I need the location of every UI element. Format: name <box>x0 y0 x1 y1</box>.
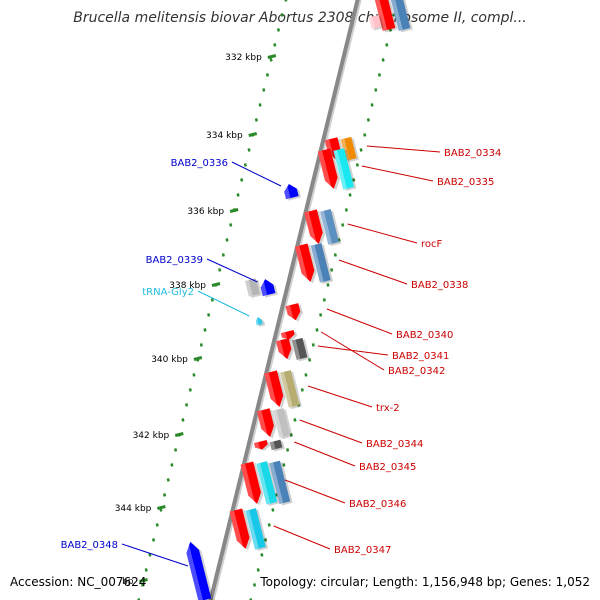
major-tick <box>157 505 166 510</box>
major-tick <box>139 578 148 583</box>
major-tick <box>211 282 221 287</box>
gene-label: BAB2_0334 <box>444 148 501 159</box>
gene-label: trx-2 <box>376 403 400 414</box>
gene-bab2-0341[interactable]: BAB2_0341 <box>276 337 449 362</box>
leader-line <box>197 290 250 317</box>
gene-label: BAB2_0340 <box>396 330 453 341</box>
leader-line <box>321 331 385 371</box>
tick-label: 338 kbp <box>169 281 206 291</box>
gene-label: BAB2_0344 <box>366 439 423 450</box>
gene-bab2-0346[interactable]: BAB2_0346 <box>240 460 407 510</box>
leader-line <box>326 308 393 335</box>
leader-line <box>361 165 434 182</box>
gene-bab2-0335[interactable]: BAB2_0335 <box>317 148 495 193</box>
leader-line <box>121 543 189 567</box>
gene-trna-gly2[interactable]: tRNA-Gly2 <box>142 287 266 327</box>
tick-label: bp <box>122 577 134 587</box>
outer-tick-ring <box>249 0 400 600</box>
backbone-line <box>208 0 360 600</box>
map-title: Brucella melitensis biovar Abortus 2308 … <box>73 10 527 26</box>
gene-bab2-0342[interactable]: BAB2_0342 <box>280 330 445 377</box>
inner-tick-ring <box>137 0 288 600</box>
major-tick <box>248 132 258 137</box>
offscreen-genes-top <box>368 0 413 33</box>
gene-trx-2[interactable]: trx-2 <box>264 370 400 414</box>
gene-bab2-0345[interactable]: BAB2_0345 <box>254 439 416 473</box>
gene-rocf[interactable]: rocF <box>304 209 443 250</box>
gene-label: tRNA-Gly2 <box>142 287 194 298</box>
leader-line <box>347 223 418 244</box>
gene-bab2-0347[interactable]: BAB2_0347 <box>229 508 392 556</box>
gene-label: BAB2_0335 <box>437 177 494 188</box>
leader-line <box>294 441 356 467</box>
leader-line <box>231 161 282 187</box>
gene-bab2-0339[interactable]: BAB2_0339 <box>146 255 278 298</box>
major-tick <box>229 208 239 213</box>
gene-bab2-0334[interactable]: BAB2_0334 <box>324 136 502 163</box>
tick-label: 340 kbp <box>151 355 188 365</box>
major-tick <box>267 54 277 59</box>
tick-label: 332 kbp <box>225 53 262 63</box>
gene-bab2-0348[interactable]: BAB2_0348 <box>61 540 214 600</box>
gene-label: BAB2_0339 <box>146 255 203 266</box>
tick-label: 342 kbp <box>133 431 170 441</box>
gene-label: BAB2_0346 <box>349 499 406 510</box>
major-tick <box>174 432 184 437</box>
leader-line <box>307 385 373 408</box>
accession-text: Accession: NC_007624 <box>10 575 147 589</box>
gene-label: BAB2_0342 <box>388 366 445 377</box>
topology-text: Topology: circular; Length: 1,156,948 bp… <box>260 575 590 589</box>
tick-label: 344 kbp <box>115 504 152 514</box>
leader-line <box>299 419 363 444</box>
gene-label: BAB2_0338 <box>411 280 468 291</box>
leader-line <box>366 145 441 153</box>
gene-bab2-0340[interactable]: BAB2_0340 <box>285 303 454 341</box>
leader-line <box>206 258 258 283</box>
gene-label: BAB2_0347 <box>334 545 391 556</box>
leader-line <box>317 345 389 356</box>
major-tick <box>193 356 203 361</box>
gene-bab2-0344[interactable]: BAB2_0344 <box>256 407 423 450</box>
leader-line <box>284 479 346 504</box>
gene-label: BAB2_0336 <box>171 158 228 169</box>
gene-bab2-0338[interactable]: BAB2_0338 <box>294 243 468 291</box>
gene-label: BAB2_0345 <box>359 462 416 473</box>
gene-label: BAB2_0348 <box>61 540 118 551</box>
leader-line <box>273 525 331 550</box>
tick-label: 336 kbp <box>187 207 224 217</box>
gene-label: BAB2_0341 <box>392 351 449 362</box>
leader-line <box>338 259 408 285</box>
gene-label: rocF <box>421 239 443 250</box>
gene-bab2-0336[interactable]: BAB2_0336 <box>171 158 302 201</box>
tick-label: 334 kbp <box>206 131 243 141</box>
